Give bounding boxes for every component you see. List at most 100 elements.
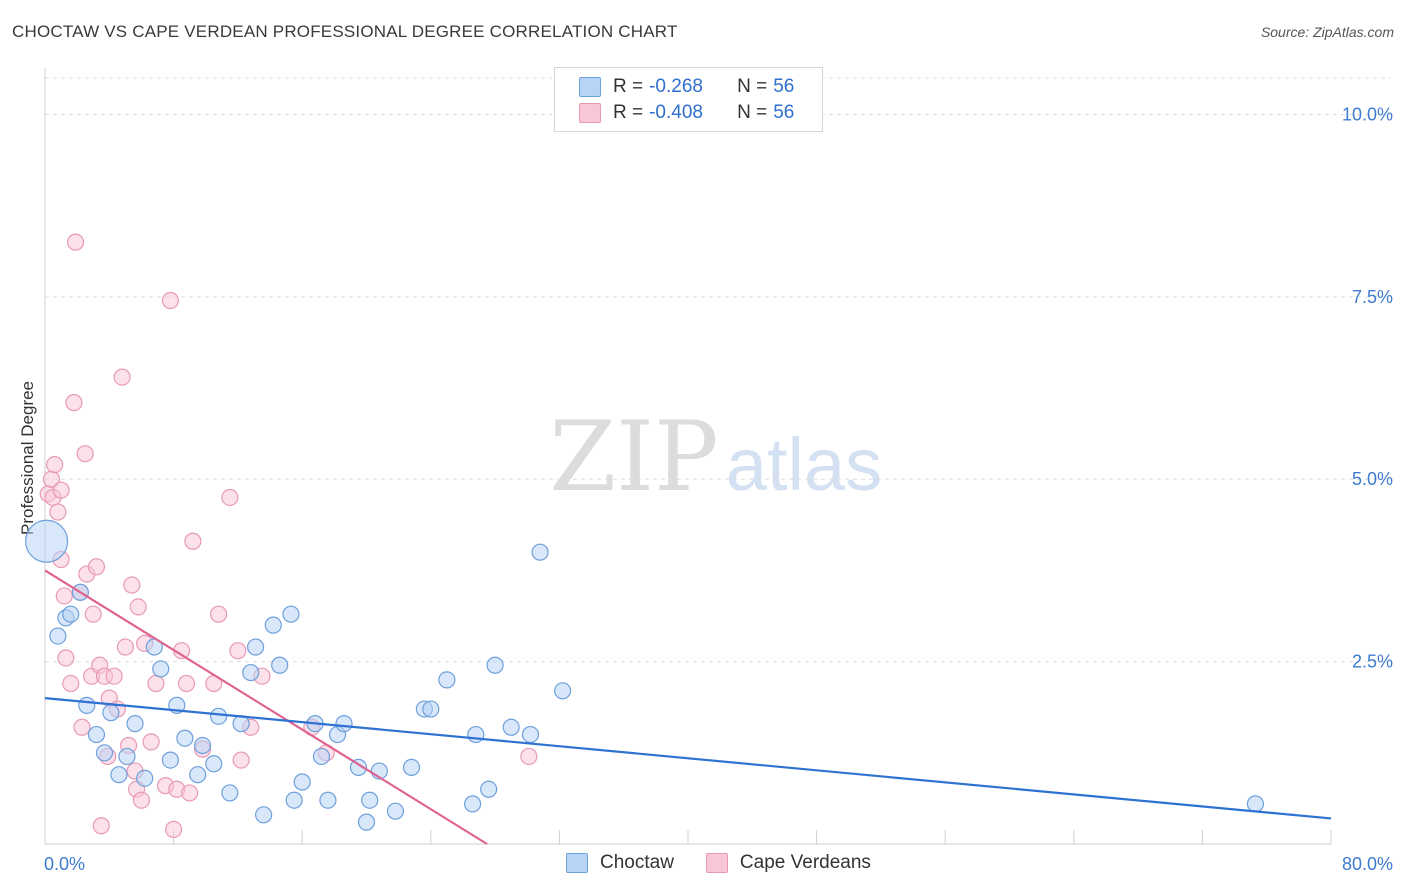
choctaw-point — [312, 747, 331, 766]
cape-verdeans-points — [39, 233, 538, 839]
choctaw-point — [176, 729, 194, 747]
legend-item-cape-verdeans: Cape Verdeans — [705, 852, 871, 874]
choctaw-point — [1246, 795, 1265, 813]
x-tick-label: 80.0% — [1342, 854, 1393, 874]
r-value: -0.268 — [649, 76, 703, 97]
watermark-atlas: atlas — [726, 423, 882, 506]
cape-verdeans-point — [66, 233, 85, 251]
choctaw-point — [293, 773, 311, 791]
choctaw-point — [95, 744, 114, 762]
y-tick-label: 2.5% — [1352, 652, 1393, 672]
r-label: R = — [613, 102, 644, 123]
choctaw-point — [486, 656, 504, 674]
choctaw-point — [480, 780, 498, 798]
cape-verdeans-point — [52, 481, 70, 499]
choctaw-point — [255, 806, 273, 824]
tick-labels: 2.5% 5.0% 7.5% 10.0% 0.0% 80.0% — [44, 104, 1393, 874]
legend-item-choctaw: Choctaw — [566, 852, 674, 874]
choctaw-point — [193, 736, 212, 755]
choctaw-point — [271, 656, 289, 674]
legend-label-cape-verdeans: Cape Verdeans — [739, 852, 871, 873]
cape-verdeans-point — [105, 667, 123, 685]
cape-verdeans-point — [165, 820, 183, 839]
choctaw-point — [521, 725, 540, 744]
choctaw-point — [136, 769, 154, 787]
choctaw-trend-line — [44, 697, 1332, 820]
cape-verdeans-point — [232, 751, 250, 769]
choctaw-swatch — [566, 853, 588, 873]
choctaw-point — [335, 715, 353, 733]
cape-verdeans-point — [184, 532, 202, 550]
n-value: 56 — [773, 102, 795, 123]
choctaw-point — [467, 725, 485, 744]
choctaw-point — [361, 791, 379, 809]
n-label: N = — [737, 102, 768, 123]
cape-verdeans-point — [129, 598, 147, 616]
r-label: R = — [613, 76, 644, 97]
trend-lines — [44, 569, 1332, 845]
cape-verdeans-point — [181, 784, 199, 802]
axes — [44, 68, 1332, 845]
correlation-legend: R = -0.268 N = 56 R = -0.408 N = 56 — [554, 67, 823, 132]
choctaw-point — [285, 791, 303, 809]
watermark-zip: ZIP — [549, 401, 718, 513]
cape-verdeans-point — [229, 642, 247, 660]
choctaw-point — [161, 751, 179, 769]
legend-label-choctaw: Choctaw — [600, 852, 674, 873]
cape-verdeans-point — [147, 674, 165, 693]
cape-verdeans-point — [62, 674, 80, 693]
chart-title: CHOCTAW VS CAPE VERDEAN PROFESSIONAL DEG… — [12, 22, 678, 41]
cape-verdeans-point — [46, 456, 64, 474]
cape-verdeans-point — [92, 817, 110, 835]
choctaw-point — [264, 616, 282, 634]
choctaw-point — [282, 605, 300, 623]
cape-verdeans-point — [210, 605, 228, 623]
n-value: 56 — [773, 76, 795, 97]
cape-verdeans-point — [221, 488, 239, 507]
cape-verdeans-point — [113, 368, 131, 386]
choctaw-point — [221, 784, 239, 802]
choctaw-point — [152, 660, 170, 678]
choctaw-point — [87, 725, 106, 744]
x-tick-label: 0.0% — [44, 854, 85, 874]
r-value: -0.408 — [649, 102, 703, 123]
n-label: N = — [737, 76, 768, 97]
cape-verdeans-point — [132, 791, 151, 809]
legend-row-cape-verdeans: R = -0.408 N = 56 — [579, 101, 794, 125]
cape-verdeans-swatch — [579, 103, 601, 123]
choctaw-point — [246, 638, 265, 656]
choctaw-point — [349, 758, 368, 777]
cape-verdeans-point — [76, 445, 94, 463]
choctaw-points — [25, 519, 1265, 831]
cape-verdeans-point — [57, 649, 75, 667]
choctaw-point — [386, 802, 405, 820]
y-tick-label: 5.0% — [1352, 469, 1393, 489]
cape-verdeans-point — [520, 747, 538, 766]
cape-verdeans-swatch — [705, 853, 728, 873]
source-label: Source: ZipAtlas.com — [1260, 24, 1394, 40]
choctaw-point — [402, 758, 421, 777]
cape-verdeans-point — [142, 733, 160, 751]
choctaw-point — [102, 704, 120, 722]
cape-verdeans-point — [73, 718, 91, 736]
choctaw-point — [25, 519, 69, 563]
choctaw-point — [126, 715, 144, 733]
series-legend: Choctaw Cape Verdeans — [566, 852, 903, 874]
choctaw-point — [110, 766, 128, 784]
watermark: ZIP atlas — [549, 401, 882, 513]
cape-verdeans-trend-line — [44, 569, 488, 845]
choctaw-point — [49, 627, 67, 645]
choctaw-point — [242, 663, 260, 682]
y-tick-label: 10.0% — [1342, 104, 1393, 124]
choctaw-point — [319, 791, 337, 809]
cape-verdeans-point — [116, 638, 134, 656]
choctaw-point — [118, 747, 136, 766]
choctaw-point — [62, 605, 80, 623]
cape-verdeans-point — [123, 576, 141, 594]
choctaw-point — [210, 707, 228, 725]
cape-verdeans-point — [177, 674, 196, 693]
cape-verdeans-point — [161, 291, 179, 310]
grid — [45, 77, 1391, 663]
choctaw-point — [357, 813, 376, 831]
